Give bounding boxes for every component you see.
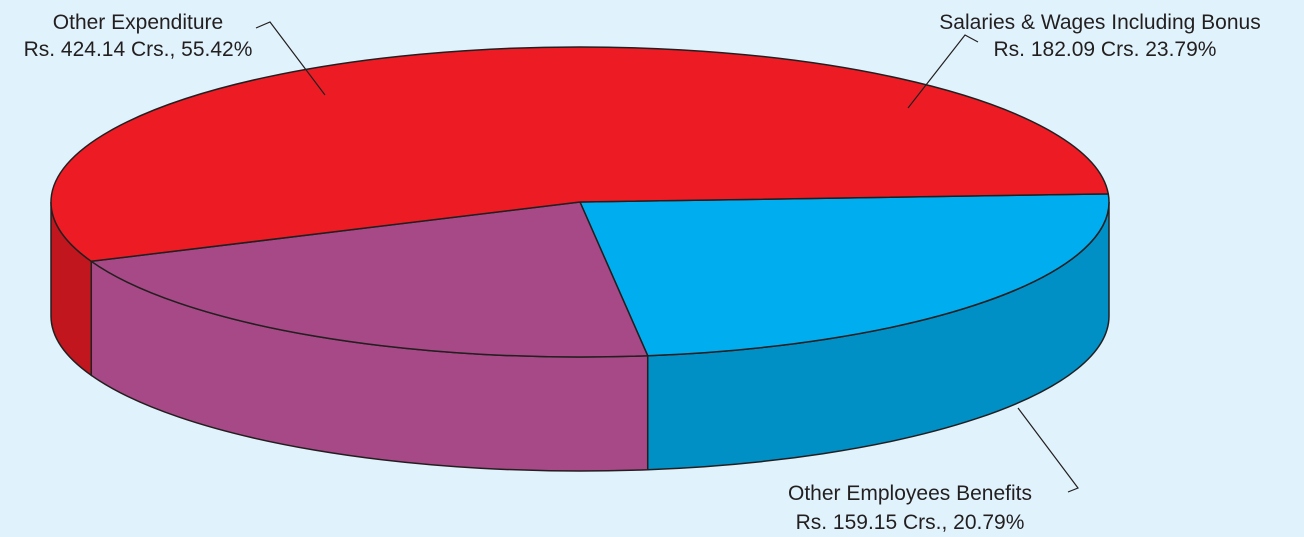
leader-line-employee-benefits (1017, 407, 1079, 493)
pie-slice-salaries (579, 193, 1110, 357)
pie-slice-employee-benefits (90, 201, 649, 358)
label-employee-benefits-value: Rs. 159.15 Crs., 20.79% (796, 511, 1025, 534)
leader-lines (255, 21, 1079, 493)
label-salaries-value: Rs. 182.09 Crs. 23.79% (994, 38, 1217, 61)
label-salaries-name: Salaries & Wages Including Bonus (939, 11, 1260, 34)
label-other-expenditure-name: Other Expenditure (53, 11, 223, 34)
pie-slice-other-expenditure (50, 46, 1110, 263)
leader-line-salaries (907, 34, 979, 109)
pie-tops (50, 46, 1110, 358)
label-other-expenditure-value: Rs. 424.14 Crs., 55.42% (24, 38, 253, 61)
pie-sides (50, 201, 1110, 472)
leader-line-other-expenditure (255, 21, 326, 96)
label-employee-benefits-name: Other Employees Benefits (788, 482, 1032, 505)
